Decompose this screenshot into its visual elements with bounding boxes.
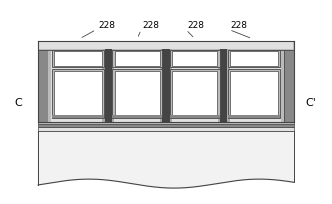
Bar <box>115 71 160 116</box>
Bar <box>230 71 278 116</box>
Bar <box>217 41 220 122</box>
Bar <box>54 71 102 116</box>
Bar <box>112 41 114 122</box>
Bar <box>112 69 162 118</box>
Bar <box>160 41 162 122</box>
Bar <box>105 41 112 122</box>
Bar <box>170 69 220 118</box>
Bar <box>227 69 280 118</box>
Bar <box>39 42 293 49</box>
Bar <box>38 41 294 50</box>
Bar <box>102 41 105 122</box>
Text: 228: 228 <box>231 21 248 30</box>
Bar <box>284 41 294 122</box>
Text: C': C' <box>305 98 316 108</box>
Text: 228: 228 <box>143 21 160 30</box>
Bar <box>54 51 102 66</box>
Bar <box>281 41 284 122</box>
Bar <box>230 51 278 66</box>
Bar <box>162 41 170 122</box>
Bar <box>112 50 162 67</box>
Bar <box>38 41 294 122</box>
Bar <box>38 41 48 122</box>
Bar <box>170 41 172 122</box>
Bar <box>172 71 217 116</box>
Bar <box>52 50 104 67</box>
Bar <box>48 41 51 122</box>
Bar <box>115 51 160 66</box>
Bar <box>172 51 217 66</box>
Bar <box>52 69 104 118</box>
Bar <box>227 115 280 118</box>
Bar <box>38 127 294 131</box>
Bar <box>170 115 220 118</box>
Bar <box>112 115 162 118</box>
Bar <box>227 41 230 122</box>
Bar <box>220 41 227 122</box>
Bar <box>38 122 294 124</box>
Polygon shape <box>38 131 294 188</box>
Text: C: C <box>14 98 22 108</box>
Bar <box>227 50 280 67</box>
Bar <box>170 50 220 67</box>
Bar <box>38 124 294 127</box>
Text: 228: 228 <box>98 21 115 30</box>
Bar <box>52 115 104 118</box>
Text: 228: 228 <box>188 21 205 30</box>
